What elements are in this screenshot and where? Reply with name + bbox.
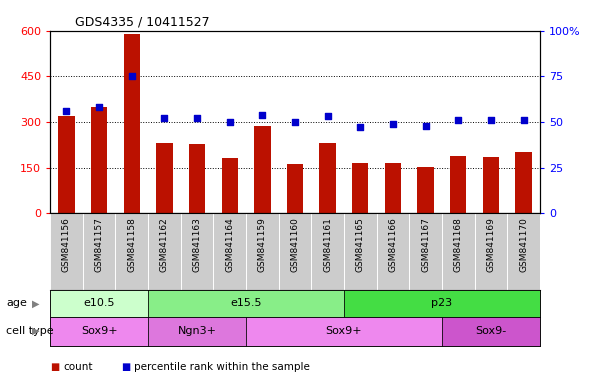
Text: GSM841165: GSM841165 bbox=[356, 217, 365, 272]
Point bbox=[486, 117, 496, 123]
Bar bbox=[385, 163, 401, 213]
Bar bbox=[516, 152, 532, 213]
Text: GSM841161: GSM841161 bbox=[323, 217, 332, 272]
Point bbox=[127, 73, 136, 79]
Text: GSM841164: GSM841164 bbox=[225, 217, 234, 272]
Text: GSM841169: GSM841169 bbox=[486, 217, 496, 272]
Text: ▶: ▶ bbox=[32, 326, 39, 336]
Text: GSM841156: GSM841156 bbox=[62, 217, 71, 272]
Text: Ngn3+: Ngn3+ bbox=[178, 326, 217, 336]
Text: GSM841162: GSM841162 bbox=[160, 217, 169, 272]
Bar bbox=[254, 126, 270, 213]
Text: GSM841170: GSM841170 bbox=[519, 217, 528, 272]
Text: cell type: cell type bbox=[6, 326, 54, 336]
Text: Sox9+: Sox9+ bbox=[81, 326, 117, 336]
Bar bbox=[344, 290, 540, 317]
Text: GSM841166: GSM841166 bbox=[388, 217, 398, 272]
Point bbox=[94, 104, 104, 111]
Point bbox=[258, 112, 267, 118]
Point bbox=[356, 124, 365, 131]
Text: e15.5: e15.5 bbox=[230, 298, 262, 308]
Bar bbox=[450, 156, 467, 213]
Text: Sox9-: Sox9- bbox=[476, 326, 506, 336]
Text: GDS4335 / 10411527: GDS4335 / 10411527 bbox=[74, 15, 209, 28]
Text: GSM841168: GSM841168 bbox=[454, 217, 463, 272]
Text: GSM841159: GSM841159 bbox=[258, 217, 267, 272]
Text: ■: ■ bbox=[121, 362, 130, 372]
Text: GSM841160: GSM841160 bbox=[290, 217, 300, 272]
Text: GSM841157: GSM841157 bbox=[94, 217, 104, 272]
Bar bbox=[483, 157, 499, 213]
Point bbox=[388, 121, 398, 127]
Bar bbox=[189, 144, 205, 213]
Point bbox=[454, 117, 463, 123]
Point bbox=[323, 113, 332, 119]
Text: ■: ■ bbox=[50, 362, 60, 372]
Bar bbox=[320, 143, 336, 213]
Point bbox=[62, 108, 71, 114]
Bar bbox=[246, 317, 442, 346]
Bar bbox=[442, 317, 540, 346]
Text: percentile rank within the sample: percentile rank within the sample bbox=[134, 362, 310, 372]
Text: age: age bbox=[6, 298, 27, 308]
Bar bbox=[287, 164, 303, 213]
Point bbox=[160, 115, 169, 121]
Bar bbox=[148, 290, 344, 317]
Text: p23: p23 bbox=[431, 298, 453, 308]
Bar bbox=[91, 107, 107, 213]
Bar bbox=[148, 317, 246, 346]
Point bbox=[225, 119, 234, 125]
Point bbox=[192, 115, 202, 121]
Text: count: count bbox=[63, 362, 93, 372]
Text: GSM841167: GSM841167 bbox=[421, 217, 430, 272]
Text: GSM841158: GSM841158 bbox=[127, 217, 136, 272]
Point bbox=[290, 119, 300, 125]
Bar bbox=[50, 317, 148, 346]
Text: GSM841163: GSM841163 bbox=[192, 217, 202, 272]
Bar bbox=[50, 290, 148, 317]
Bar bbox=[58, 116, 74, 213]
Bar bbox=[124, 34, 140, 213]
Bar bbox=[222, 158, 238, 213]
Text: ▶: ▶ bbox=[32, 298, 39, 308]
Point bbox=[421, 122, 430, 129]
Point bbox=[519, 117, 528, 123]
Bar bbox=[156, 143, 172, 213]
Bar bbox=[352, 163, 368, 213]
Text: e10.5: e10.5 bbox=[83, 298, 115, 308]
Text: Sox9+: Sox9+ bbox=[326, 326, 362, 336]
Bar bbox=[418, 167, 434, 213]
